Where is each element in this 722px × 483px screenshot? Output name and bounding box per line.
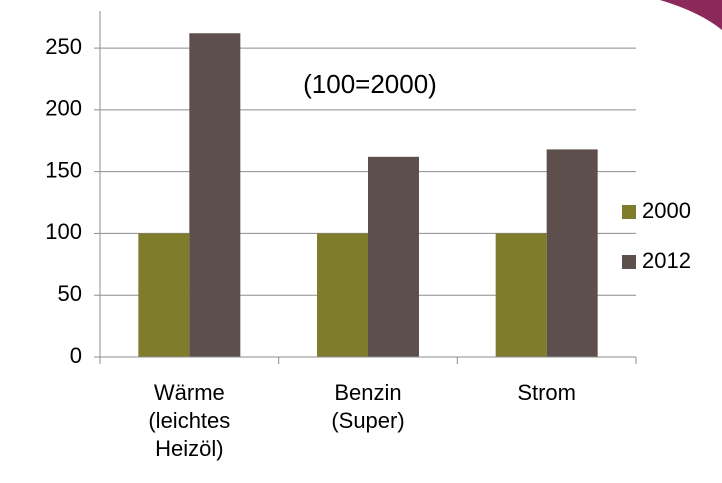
y-tick-label: 250	[45, 34, 82, 59]
annotation: (100=2000)	[303, 69, 437, 99]
bar	[368, 156, 419, 357]
bar	[546, 149, 598, 357]
legend-label: 2012	[642, 248, 691, 273]
x-tick-label: Benzin (Super)	[331, 380, 405, 433]
y-tick-label: 200	[45, 96, 82, 121]
legend-label: 2000	[642, 198, 691, 223]
y-tick-label: 100	[45, 219, 82, 244]
bar	[189, 33, 241, 357]
legend-swatch	[622, 205, 636, 219]
y-tick-label: 0	[70, 343, 82, 368]
legend-swatch	[622, 255, 636, 269]
bar	[138, 233, 190, 357]
y-tick-label: 50	[58, 281, 82, 306]
y-tick-label: 150	[45, 157, 82, 182]
decoration	[660, 0, 722, 30]
x-tick-label: Strom	[517, 380, 576, 405]
x-tick-label: Wärme (leichtes Heizöl)	[148, 380, 231, 461]
bar	[317, 233, 368, 357]
bar	[495, 233, 547, 357]
